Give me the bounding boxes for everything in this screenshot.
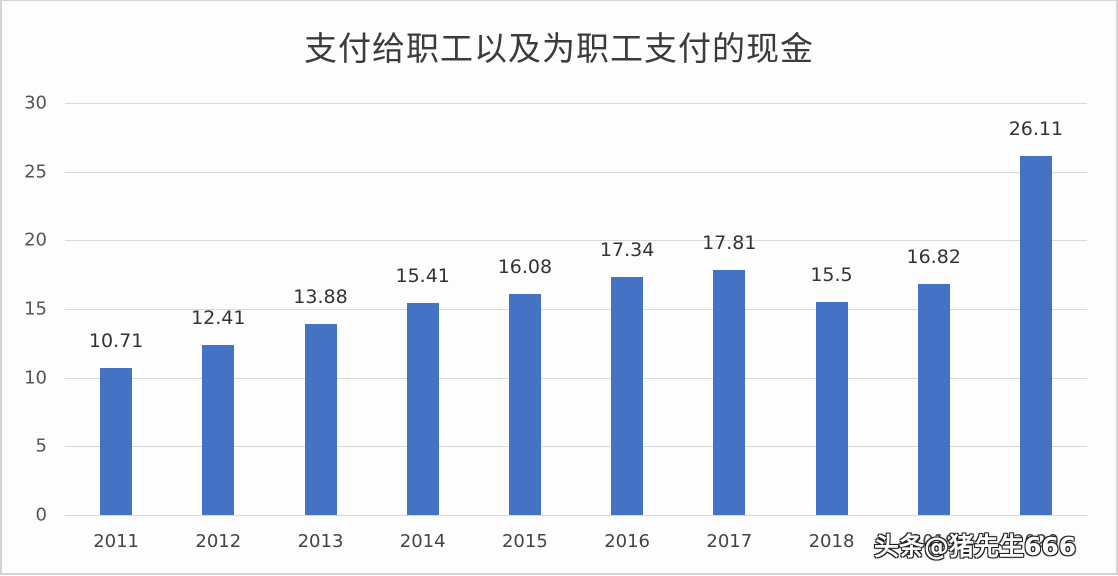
x-tick-label: 2016 [604, 531, 650, 552]
bar-2014 [406, 303, 439, 515]
data-label: 15.5 [810, 264, 853, 287]
bar-2012 [202, 344, 235, 515]
x-tick-label: 2020 [1012, 531, 1059, 552]
y-tick-label: 15 [24, 298, 47, 320]
gridline [65, 515, 1087, 516]
bar-2017 [713, 270, 746, 515]
data-label: 26.11 [1008, 118, 1064, 141]
gridline [65, 103, 1087, 104]
bar-2015 [508, 294, 541, 515]
gridline [65, 240, 1087, 242]
data-label: 15.41 [395, 265, 450, 288]
data-label: 16.82 [906, 246, 961, 268]
gridline [65, 309, 1087, 310]
y-tick-label: 5 [35, 435, 47, 457]
bar-2013 [304, 324, 337, 515]
x-tick-label: 2013 [297, 531, 344, 552]
x-tick-label: 2014 [399, 531, 446, 552]
data-label: 12.41 [191, 306, 246, 329]
data-label: 13.88 [293, 286, 348, 309]
y-tick-label: 25 [24, 161, 47, 183]
x-tick-label: 2012 [195, 531, 242, 552]
bar-2018 [815, 302, 848, 515]
data-label: 17.81 [702, 232, 757, 255]
x-tick-label: 2017 [706, 531, 753, 552]
bar-2011 [100, 367, 133, 515]
gridline [65, 171, 1087, 173]
data-label: 10.71 [88, 329, 144, 352]
bar-2016 [611, 276, 644, 515]
bar-2019 [917, 284, 950, 515]
x-axis: 2011 2012 2013 2014 2015 2016 2017 2018 2019 2020 [65, 515, 1087, 555]
y-tick-label: 10 [24, 367, 47, 389]
watermark: 头条@猪先生666 [874, 532, 1077, 561]
x-tick-label: 2011 [93, 531, 139, 552]
y-tick-label: 0 [35, 504, 47, 526]
data-label: 17.34 [599, 238, 655, 261]
data-label: 16.08 [497, 256, 553, 279]
y-tick-label: 30 [24, 92, 47, 114]
plot-area: 0 5 10 15 20 25 30 10.71 12.41 13.88 15.41 16.08 17.… [24, 93, 1087, 526]
y-tick-label: 20 [24, 229, 47, 251]
x-tick-label: 2019 [910, 531, 957, 552]
x-tick-label: 2015 [501, 531, 548, 552]
gridline [65, 446, 1087, 448]
gridline [65, 377, 1087, 379]
chart-title: 支付给职工以及为职工支付的现金 [304, 29, 814, 68]
bar-2020 [1019, 156, 1052, 515]
x-tick-label: 2018 [808, 531, 855, 552]
